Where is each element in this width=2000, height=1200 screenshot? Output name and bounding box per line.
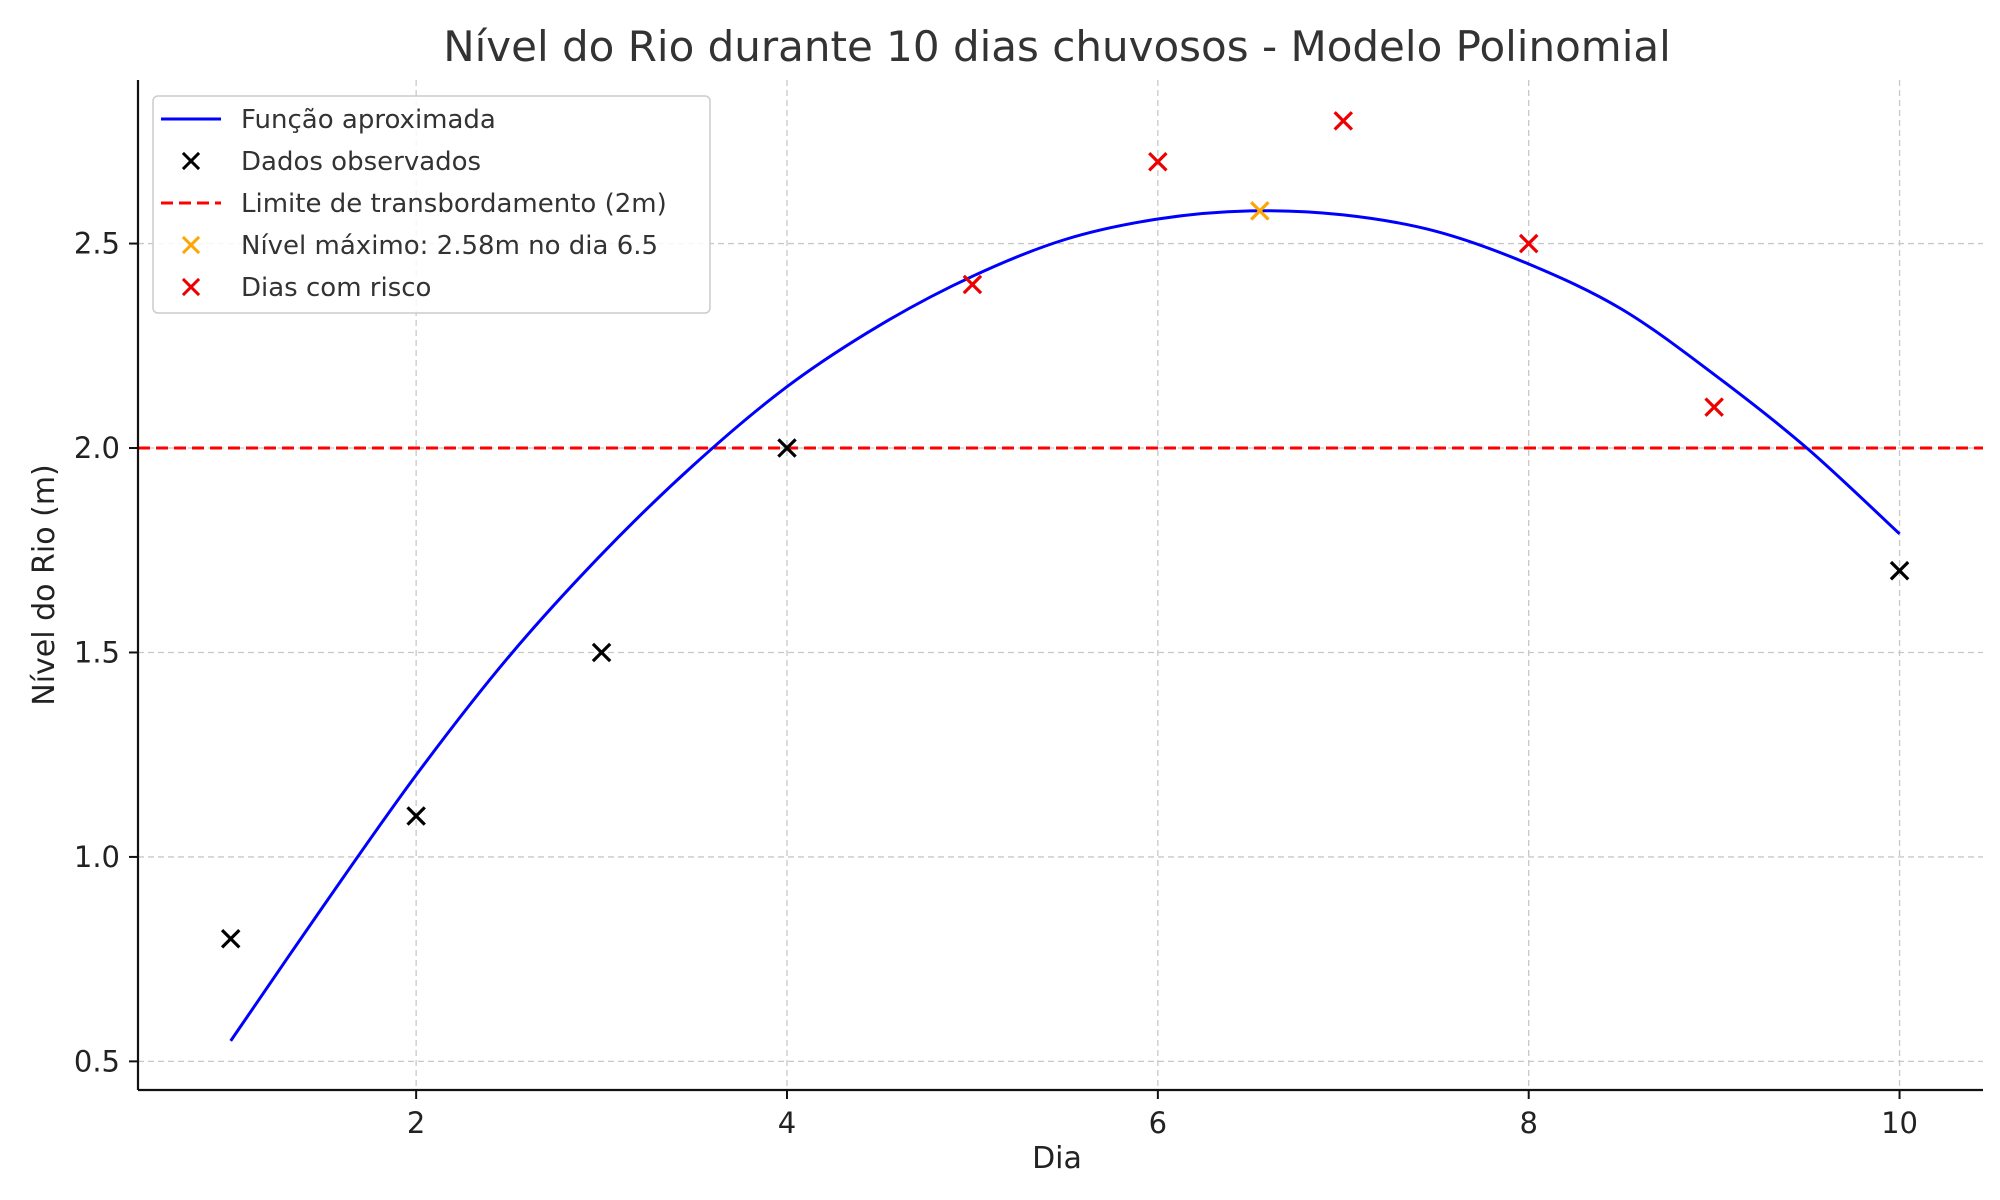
x-tick-label-4: 10 [1881, 1106, 1918, 1140]
y-tick-label-1: 1.0 [74, 840, 120, 874]
legend-box [152, 95, 711, 314]
series-4-point-1 [1148, 152, 1168, 172]
series-1-point-4 [1889, 560, 1910, 581]
legend-cross-icon-4 [181, 277, 201, 297]
x-tick-label-0: 2 [407, 1106, 425, 1140]
x-axis-label: Dia [1032, 1141, 1082, 1176]
series-1-point-3 [777, 438, 797, 458]
chart-title: Nível do Rio durante 10 dias chuvosos - … [443, 22, 1671, 71]
y-tick-label-3: 2.0 [74, 431, 120, 465]
y-tick-label-0: 0.5 [74, 1044, 120, 1078]
series-4-point-3 [1518, 233, 1539, 254]
ticks: 2 4 6 8 10 0.5 1.0 1.5 2.0 2.5 [74, 227, 1918, 1140]
x-tick-label-3: 8 [1519, 1106, 1537, 1140]
y-tick-label-2: 1.5 [74, 635, 120, 669]
series-4-point-4 [1704, 397, 1724, 417]
x-tick-label-2: 6 [1149, 1106, 1167, 1140]
series-1-point-2 [591, 642, 612, 663]
legend-label-3: Nível máximo: 2.58m no dia 6.5 [241, 231, 658, 261]
legend-label-1: Dados observados [241, 147, 481, 177]
legend-label-0: Função aproximada [241, 105, 496, 135]
series-3-point-0 [1250, 201, 1270, 221]
axes [136, 80, 1983, 1092]
legend-label-2: Limite de transbordamento (2m) [241, 189, 667, 219]
legend-cross-icon-3 [181, 235, 201, 255]
series-1-point-1 [406, 806, 426, 826]
legend-label-4: Dias com risco [241, 273, 431, 303]
legend: Função aproximada Dados observados Limite … [152, 95, 711, 314]
fitted-curve-layer [229, 209, 1901, 1042]
y-axis-label: Nível do Rio (m) [27, 464, 62, 706]
series-4-point-0 [962, 274, 983, 295]
series-1-point-0 [220, 928, 241, 949]
fitted-curve [229, 209, 1901, 1042]
x-tick-label-1: 4 [778, 1106, 796, 1140]
series-4-point-2 [1333, 111, 1354, 131]
markers-layer [220, 111, 1910, 949]
y-tick-label-4: 2.5 [74, 227, 120, 261]
legend-cross-icon-1 [181, 151, 201, 171]
